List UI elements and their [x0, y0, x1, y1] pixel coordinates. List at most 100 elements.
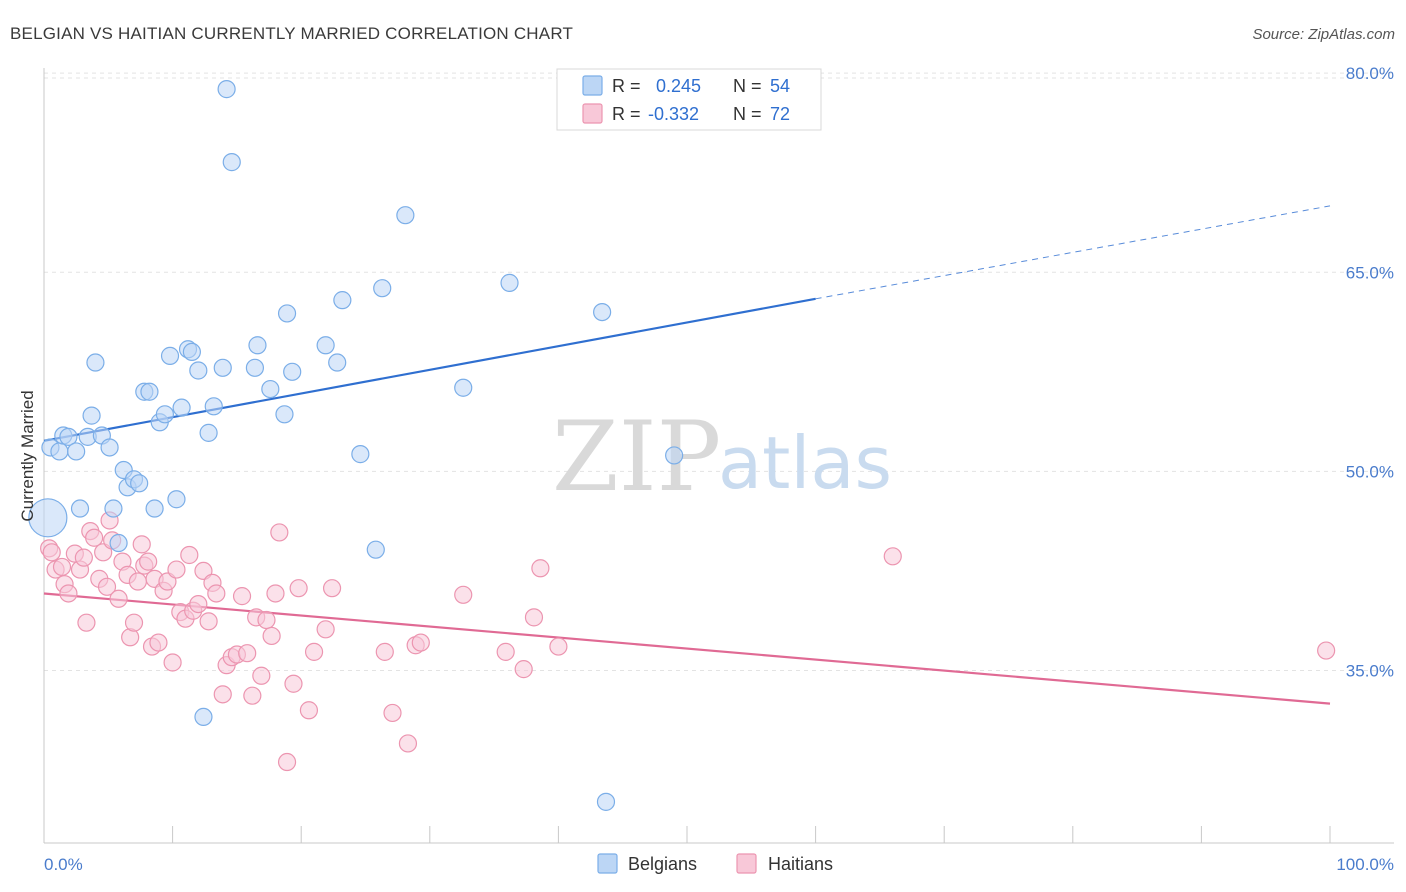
- belgian-point: [100, 438, 119, 457]
- chart-source: Source: ZipAtlas.com: [1252, 26, 1395, 43]
- y-axis-label: Currently Married: [18, 390, 37, 521]
- belgians-legend-swatch: [582, 75, 603, 96]
- belgian-point: [328, 353, 347, 372]
- haitian-point: [322, 579, 342, 598]
- belgian-point: [70, 499, 90, 518]
- belgian-point: [50, 442, 69, 461]
- belgian-point: [366, 540, 385, 559]
- belgian-point: [140, 382, 159, 401]
- haitian-point: [252, 666, 271, 685]
- axes: [43, 68, 1394, 844]
- haitians-n-label: N =: [733, 104, 762, 124]
- haitians-r-label: R =: [612, 104, 641, 124]
- haitian-point: [199, 612, 218, 631]
- haitian-point: [383, 703, 402, 723]
- belgian-point: [596, 792, 616, 811]
- svg-text:ZIP: ZIP: [552, 401, 721, 513]
- haitian-point: [411, 633, 430, 652]
- belgian-point: [333, 291, 352, 310]
- haitian-point: [299, 701, 319, 720]
- haitians-r-value: -0.332: [648, 104, 699, 124]
- belgian-point: [167, 490, 186, 509]
- belgian-point: [109, 533, 128, 553]
- y-tick-label: 65.0%: [1346, 263, 1394, 282]
- haitian-point: [238, 644, 257, 663]
- belgian-point: [199, 423, 218, 442]
- y-tick-label: 80.0%: [1346, 64, 1394, 83]
- x-tick-label-max: 100.0%: [1336, 855, 1394, 874]
- belgian-point: [261, 379, 280, 399]
- y-tick-label: 35.0%: [1346, 661, 1394, 680]
- belgian-point: [204, 397, 223, 416]
- haitian-point: [304, 642, 324, 661]
- haitian-point: [77, 613, 96, 632]
- belgian-point: [351, 445, 370, 464]
- haitian-point: [52, 557, 72, 577]
- haitian-point: [97, 577, 117, 596]
- belgian-point: [222, 153, 241, 172]
- haitians-series-label: Haitians: [768, 854, 833, 874]
- belgian-point: [500, 273, 519, 292]
- haitian-point: [262, 626, 281, 646]
- belgian-point: [593, 302, 612, 322]
- haitian-point: [109, 589, 128, 608]
- correlation-legend: R = 0.245 N = 54 R = -0.332 N = 72: [556, 68, 822, 131]
- haitian-point: [167, 560, 186, 579]
- belgian-point: [160, 346, 180, 365]
- belgian-point: [67, 442, 86, 461]
- haitian-point: [549, 637, 568, 656]
- y-tick-labels: 35.0% 50.0% 65.0% 80.0%: [1346, 64, 1394, 680]
- haitians-points: [40, 511, 1336, 772]
- belgian-point: [665, 446, 684, 465]
- belgians-n-value: 54: [770, 76, 790, 96]
- belgian-point: [373, 279, 392, 298]
- grid-lines: [44, 72, 1394, 671]
- belgian-point: [82, 406, 101, 425]
- belgian-point: [172, 398, 191, 417]
- belgian-point: [104, 499, 123, 518]
- series-legend: Belgians Haitians: [597, 853, 833, 874]
- haitian-point: [207, 584, 226, 603]
- haitian-point: [496, 642, 515, 661]
- haitian-point: [139, 552, 158, 571]
- haitian-point: [284, 674, 303, 693]
- belgian-point: [275, 405, 294, 424]
- haitian-point: [232, 587, 252, 606]
- haitians-series-swatch: [736, 853, 757, 874]
- x-tick-label-min: 0.0%: [44, 855, 83, 874]
- belgians-n-label: N =: [733, 76, 762, 96]
- haitian-point: [524, 608, 544, 627]
- haitian-point: [128, 572, 147, 591]
- belgians-series-swatch: [597, 853, 618, 874]
- haitian-point: [180, 545, 199, 565]
- belgian-point: [454, 378, 473, 397]
- haitian-point: [531, 559, 550, 578]
- belgian-point: [145, 499, 164, 518]
- haitian-point: [149, 633, 168, 652]
- chart-title: BELGIAN VS HAITIAN CURRENTLY MARRIED COR…: [10, 24, 573, 43]
- belgians-r-value: 0.245: [656, 76, 701, 96]
- belgian-point: [194, 707, 213, 727]
- belgian-point: [283, 362, 302, 381]
- haitian-point: [514, 660, 533, 679]
- belgians-trend-extension: [815, 205, 1331, 300]
- haitian-point: [883, 547, 902, 566]
- haitian-point: [375, 642, 394, 661]
- belgian-point: [316, 336, 335, 355]
- y-tick-label: 50.0%: [1346, 462, 1394, 481]
- haitian-point: [42, 543, 61, 562]
- haitian-point: [243, 686, 262, 705]
- watermark: ZIP atlas: [552, 401, 892, 513]
- svg-text:atlas: atlas: [718, 421, 892, 505]
- haitian-point: [1317, 641, 1336, 660]
- haitian-point: [74, 548, 93, 567]
- belgian-point: [217, 80, 236, 99]
- haitian-point: [213, 685, 232, 704]
- haitian-point: [270, 523, 289, 542]
- belgian-point: [182, 342, 201, 362]
- haitian-point: [289, 579, 308, 598]
- haitian-point: [59, 584, 78, 603]
- belgians-points: [28, 80, 684, 811]
- haitian-point: [124, 613, 144, 632]
